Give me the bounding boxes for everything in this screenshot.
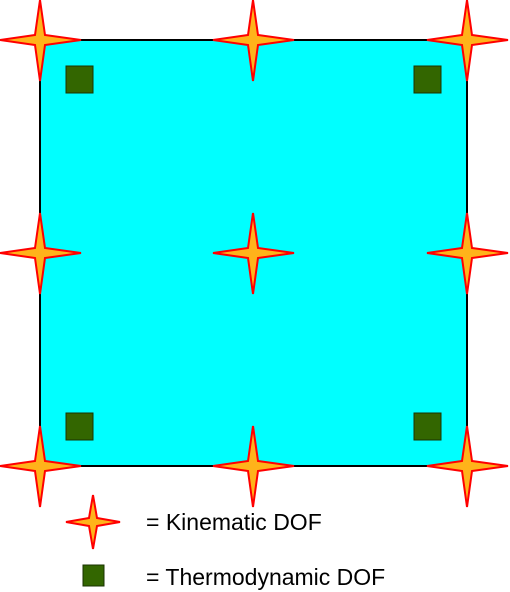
kinematic-node-top-middle — [212, 0, 295, 82]
legend: = Kinematic DOF = Thermodynamic DOF — [65, 494, 385, 590]
legend-square-icon — [82, 564, 105, 587]
legend-star-icon — [65, 494, 121, 550]
legend-kinematic-label: = Kinematic DOF — [146, 509, 322, 535]
kinematic-node-bottom-middle — [212, 425, 295, 508]
kinematic-node-bottom-right — [426, 425, 509, 508]
legend-thermodynamic-label: = Thermodynamic DOF — [146, 564, 385, 590]
thermodynamic-node-bottom-left — [65, 412, 94, 441]
thermodynamic-node-bottom-right — [413, 412, 442, 441]
kinematic-node-center — [212, 212, 295, 295]
thermodynamic-node-top-right — [413, 65, 442, 94]
kinematic-node-top-right — [426, 0, 509, 82]
kinematic-node-middle-right — [426, 212, 509, 295]
kinematic-node-middle-left — [0, 212, 82, 295]
thermodynamic-node-top-left — [65, 65, 94, 94]
kinematic-node-top-left — [0, 0, 82, 82]
kinematic-node-bottom-left — [0, 425, 82, 508]
kinematic-nodes — [0, 0, 509, 508]
thermodynamic-nodes — [65, 65, 442, 441]
